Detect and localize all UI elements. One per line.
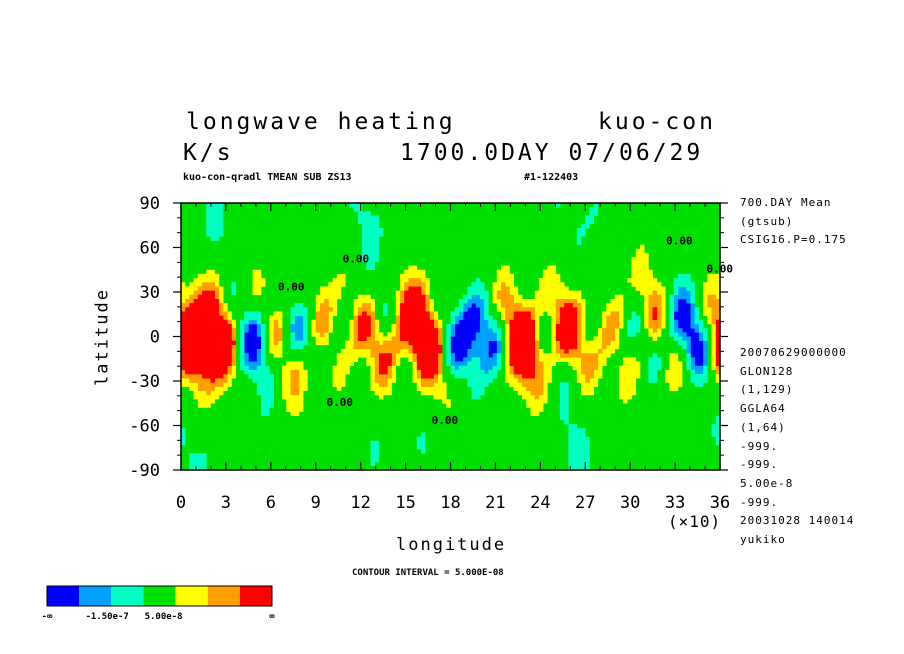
info-line: -999. bbox=[740, 495, 779, 509]
colorbar-label: 5.00e-8 bbox=[145, 612, 183, 622]
info-line: 5.00e-8 bbox=[740, 476, 794, 490]
model-name: kuo-con bbox=[598, 109, 716, 135]
info-line: 20070629000000 bbox=[740, 346, 847, 359]
x-tick-label: 0 bbox=[176, 493, 186, 513]
x-tick-label: 30 bbox=[620, 493, 640, 513]
x-tick-label: 6 bbox=[266, 493, 276, 513]
colorbar-swatch bbox=[47, 586, 80, 606]
x-multiplier: (×10) bbox=[668, 512, 722, 531]
y-tick-label: -30 bbox=[129, 372, 160, 392]
x-tick-label: 27 bbox=[575, 493, 595, 513]
time-label: 1700.0DAY 07/06/29 bbox=[400, 140, 704, 166]
x-tick-label: 9 bbox=[311, 493, 321, 513]
info-line: CSIG16.P=0.175 bbox=[740, 233, 847, 247]
y-tick-label: 60 bbox=[140, 239, 160, 259]
run-id: #1-122403 bbox=[524, 172, 579, 183]
colorbar-label: -∞ bbox=[42, 612, 53, 622]
x-axis-label: longitude bbox=[396, 535, 507, 555]
colorbar-label: ∞ bbox=[269, 612, 275, 622]
heatmap-band-0 bbox=[244, 298, 704, 366]
heatmap-band-5 bbox=[181, 278, 721, 400]
x-tick-label: 18 bbox=[440, 493, 460, 513]
x-tick-label: 15 bbox=[395, 493, 415, 513]
x-tick-label: 3 bbox=[221, 493, 231, 513]
colorbar-swatch bbox=[175, 586, 208, 606]
y-tick-label: -60 bbox=[129, 417, 160, 437]
info-line: GLON128 bbox=[740, 364, 794, 378]
heatmap-band-1 bbox=[244, 286, 708, 375]
info-line: GGLA64 bbox=[740, 402, 786, 416]
contour-label: 0.00 bbox=[327, 396, 354, 409]
colorbar-frame bbox=[46, 585, 273, 607]
x-tick-label: 24 bbox=[530, 493, 550, 513]
colorbar-swatch bbox=[207, 586, 240, 606]
contour-label: 0.00 bbox=[432, 414, 459, 427]
y-tick-label: -90 bbox=[129, 461, 160, 481]
info-line: 700.DAY Mean bbox=[740, 196, 832, 209]
info-line: (gtsub) bbox=[740, 214, 794, 228]
info-line: (1,64) bbox=[740, 420, 786, 434]
y-axis-label: latitude bbox=[92, 288, 113, 386]
colorbar-swatch bbox=[239, 586, 272, 606]
info-line: -999. bbox=[740, 458, 779, 472]
contour-interval: CONTOUR INTERVAL = 5.000E-08 bbox=[352, 568, 504, 578]
colorbar-swatch bbox=[79, 586, 112, 606]
info-line: 20031028 140014 bbox=[740, 514, 855, 528]
y-tick-label: 30 bbox=[140, 283, 160, 303]
info-line: -999. bbox=[740, 439, 779, 453]
colorbar-swatch bbox=[143, 586, 176, 606]
colorbar-label: -1.50e-7 bbox=[85, 612, 128, 622]
contour-label: 0.00 bbox=[278, 281, 305, 294]
x-tick-label: 36 bbox=[710, 493, 730, 513]
subtitle: kuo-con-qradl TMEAN SUB ZS13 bbox=[183, 172, 352, 183]
info-line: (1,129) bbox=[740, 383, 794, 397]
x-tick-label: 12 bbox=[350, 493, 370, 513]
y-tick-label: 90 bbox=[140, 194, 160, 214]
chart-title: longwave heating bbox=[186, 109, 456, 135]
x-tick-label: 21 bbox=[485, 493, 505, 513]
y-tick-label: 0 bbox=[150, 328, 160, 348]
colorbar-swatch bbox=[111, 586, 144, 606]
contour-label: 0.00 bbox=[666, 235, 693, 248]
heatmap-band-2 bbox=[181, 203, 721, 471]
info-line: yukiko bbox=[740, 533, 786, 546]
units-label: K/s bbox=[183, 140, 234, 166]
x-tick-label: 33 bbox=[665, 493, 685, 513]
contour-label: 0.00 bbox=[343, 252, 370, 265]
